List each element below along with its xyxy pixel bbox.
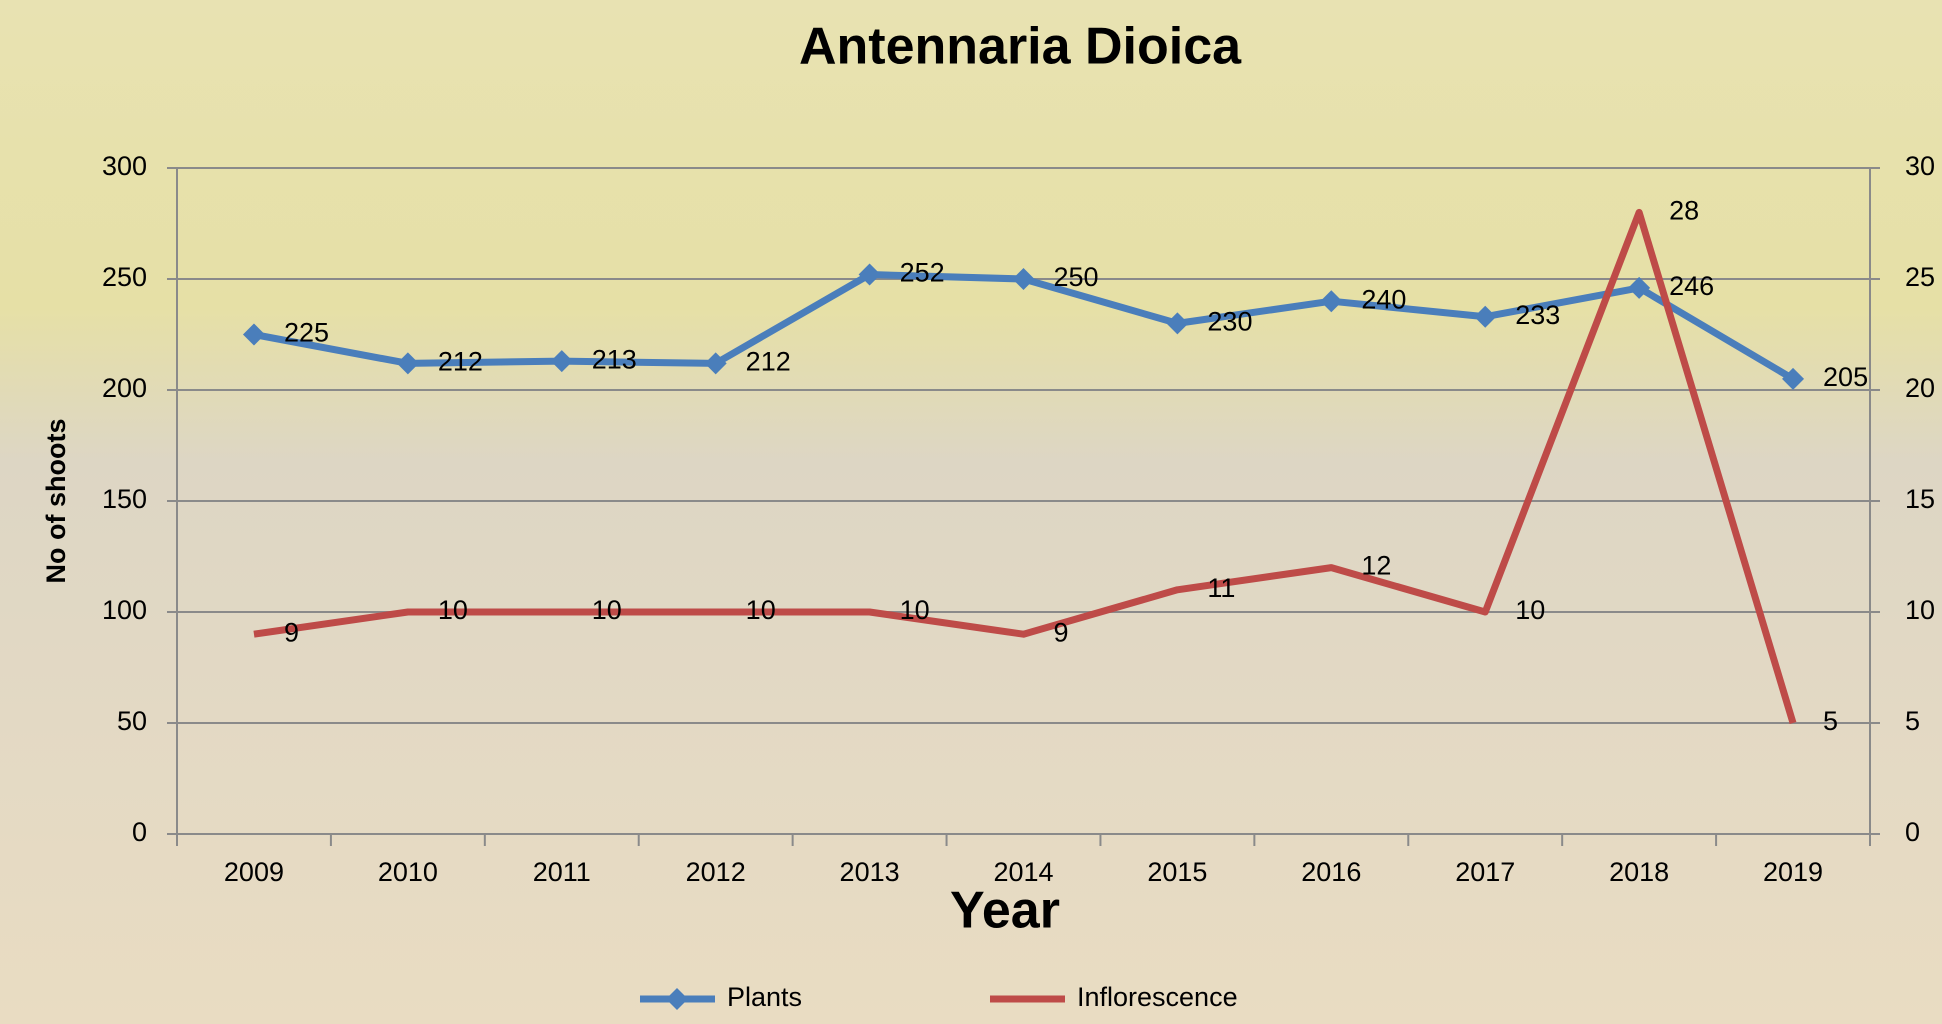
y2-tick-label: 0 [1905, 817, 1920, 847]
data-label: 212 [746, 346, 791, 376]
x-tick-label: 2018 [1609, 857, 1669, 887]
x-tick-label: 2012 [686, 857, 746, 887]
chart: Antennaria Dioica No of shoots Year 0501… [0, 0, 1942, 1024]
x-tick-label: 2017 [1455, 857, 1515, 887]
x-tick-label: 2016 [1301, 857, 1361, 887]
data-label: 10 [1515, 595, 1545, 625]
data-label: 5 [1823, 706, 1838, 736]
y2-tick-label: 15 [1905, 484, 1935, 514]
data-label: 212 [438, 346, 483, 376]
y-axis-label: No of shoots [41, 419, 71, 584]
y-tick-label: 0 [132, 817, 147, 847]
data-label: 205 [1823, 362, 1868, 392]
data-label: 10 [438, 595, 468, 625]
data-label: 225 [284, 318, 329, 348]
x-tick-label: 2015 [1147, 857, 1207, 887]
y-tick-label: 50 [117, 706, 147, 736]
x-tick-label: 2019 [1763, 857, 1823, 887]
y2-tick-label: 10 [1905, 595, 1935, 625]
x-tick-label: 2010 [378, 857, 438, 887]
y-tick-label: 300 [102, 151, 147, 181]
y-tick-label: 100 [102, 595, 147, 625]
data-label: 11 [1207, 573, 1235, 603]
x-tick-label: 2014 [993, 857, 1053, 887]
data-label: 246 [1669, 271, 1714, 301]
data-label: 10 [900, 595, 930, 625]
x-tick-label: 2009 [224, 857, 284, 887]
y2-tick-label: 30 [1905, 151, 1935, 181]
data-label: 240 [1361, 284, 1406, 314]
y-tick-label: 150 [102, 484, 147, 514]
chart-title: Antennaria Dioica [799, 18, 1242, 76]
legend-label: Plants [727, 982, 802, 1012]
y-tick-label: 250 [102, 262, 147, 292]
x-tick-label: 2013 [840, 857, 900, 887]
data-label: 9 [284, 617, 299, 647]
data-label: 10 [592, 595, 622, 625]
data-label: 233 [1515, 300, 1560, 330]
data-label: 213 [592, 344, 637, 374]
legend-label: Inflorescence [1077, 982, 1238, 1012]
y2-tick-label: 5 [1905, 706, 1920, 736]
data-label: 250 [1054, 262, 1099, 292]
data-label: 9 [1054, 617, 1069, 647]
y-tick-label: 200 [102, 373, 147, 403]
data-label: 10 [746, 595, 776, 625]
data-label: 28 [1669, 196, 1699, 226]
y2-tick-label: 25 [1905, 262, 1935, 292]
x-tick-label: 2011 [533, 857, 591, 887]
y2-tick-label: 20 [1905, 373, 1935, 403]
data-label: 12 [1361, 551, 1391, 581]
data-label: 252 [900, 258, 945, 288]
x-axis-label: Year [950, 882, 1060, 940]
data-label: 230 [1207, 307, 1252, 337]
